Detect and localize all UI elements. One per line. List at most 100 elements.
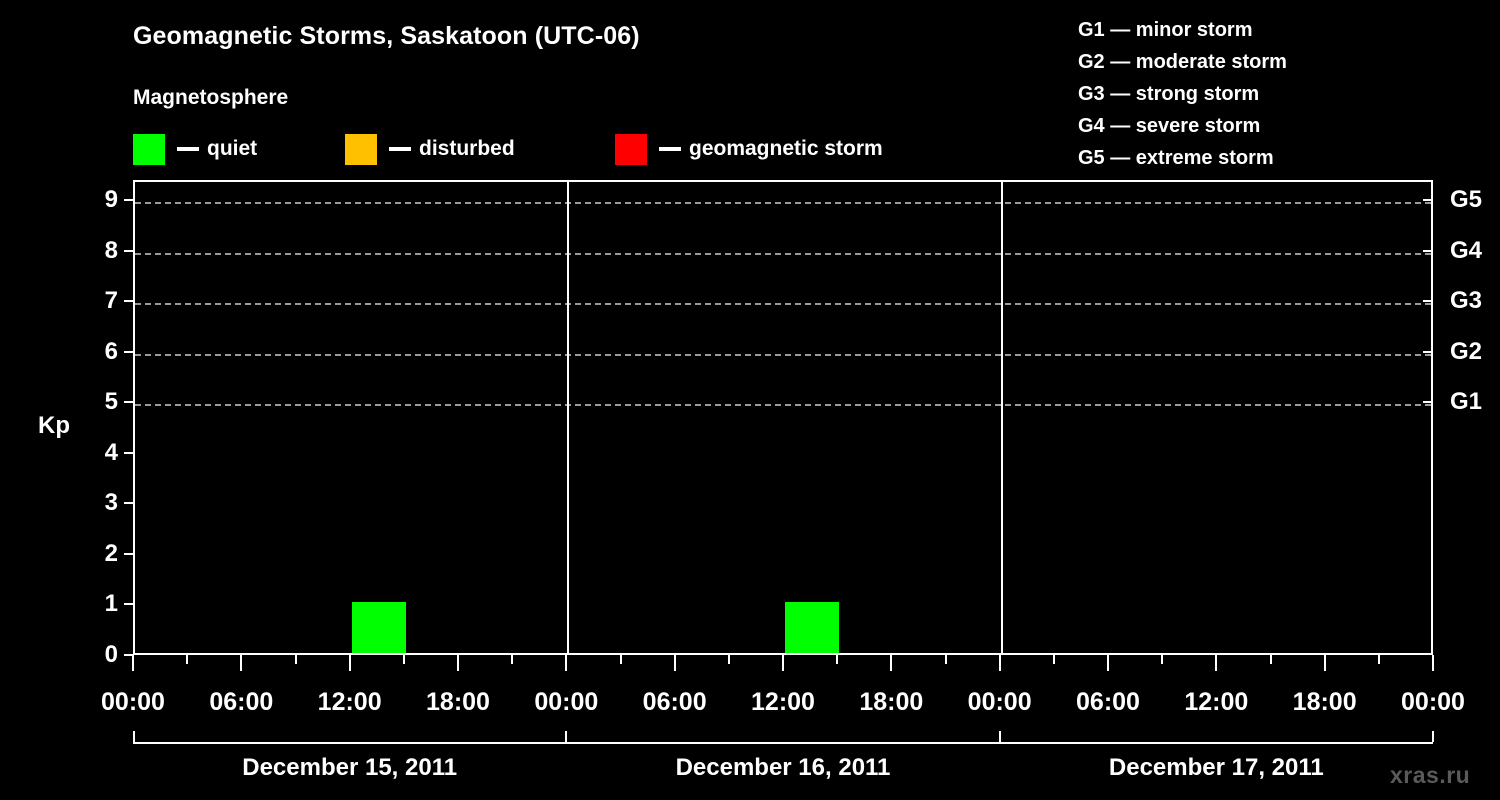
y-tick-label-6: 6 [104,337,118,365]
x-tick-mark-major [240,655,243,671]
x-tick-mark-major [348,655,351,671]
x-tick-label: 12:00 [751,688,815,716]
y-tick-label-0: 0 [104,641,118,668]
watermark: xras.ru [1390,762,1471,788]
x-tick-label: 00:00 [967,688,1032,716]
y-tick-mark [124,451,134,454]
g-scale-line-g2: G2 — moderate storm [1078,51,1287,73]
y-tick-mark [124,199,134,202]
x-tick-mark-major [1323,655,1326,671]
g-scale-line-g5: G5 — extreme storm [1078,147,1274,169]
legend-item-geomagnetic-storm: geomagnetic storm [615,131,883,167]
y-tick-mark [124,401,134,404]
x-tick-mark-minor [727,655,730,664]
legend-dash-icon [389,147,411,151]
x-tick-mark-minor [1052,655,1055,664]
g-scale-legend: G1 — minor storm G2 — moderate storm G3 … [1078,14,1287,174]
gridline-kp-8 [135,252,1431,255]
page-title: Geomagnetic Storms, Saskatoon (UTC-06) [133,22,640,50]
red-square-swatch [615,133,647,165]
x-tick-mark-minor [619,655,622,664]
x-tick-label: 00:00 [534,688,599,716]
series-heading: Magnetosphere [133,86,289,109]
gridline-kp-7 [135,303,1431,306]
y-tick-mark [124,249,134,252]
x-tick-label: 00:00 [1401,688,1465,716]
x-tick-mark-minor [836,655,839,664]
g-scale-line-g1: G1 — minor storm [1078,19,1253,41]
x-tick-mark-major [998,655,1001,671]
x-tick-mark-major [890,655,893,671]
g-tick-mark [1423,350,1433,353]
y-tick-mark [124,603,134,606]
gridline-kp-9 [135,202,1431,205]
x-tick-mark-major [1107,655,1109,671]
g-tick-label-g5: G5 [1450,186,1483,214]
x-tick-label: 12:00 [317,688,382,716]
y-tick-label-9: 9 [104,186,118,214]
x-tick-label: 06:00 [642,688,707,716]
x-tick-mark-major [673,655,676,671]
date-band-separator [998,731,1001,742]
legend-dash-icon [659,147,681,151]
date-band-rule [133,742,1433,744]
y-tick-label-8: 8 [104,236,118,264]
date-band-end-cap [1432,731,1434,742]
y-tick-label-7: 7 [104,287,118,315]
plot-area [133,180,1433,655]
g-tick-mark [1423,401,1433,404]
legend-item-quiet: quiet [133,131,257,167]
x-tick-mark-minor [402,655,405,664]
date-band-separator [565,731,568,742]
y-tick-mark [124,502,134,505]
y-tick-label-1: 1 [104,590,118,618]
y-axis-title: Kp [38,412,70,439]
legend-dash-icon [177,147,199,151]
x-tick-mark-minor [1269,655,1272,664]
x-tick-label: 18:00 [1292,688,1357,716]
g-scale-line-g4: G4 — severe storm [1078,115,1261,137]
x-tick-mark-minor [511,655,514,664]
y-tick-mark [124,300,134,303]
y-tick-mark [124,350,134,353]
orange-square-swatch [345,133,377,165]
legend-item-disturbed: disturbed [345,131,515,167]
bar [351,602,406,653]
x-tick-mark-major [1432,655,1434,671]
x-tick-label: 18:00 [859,688,924,716]
x-tick-mark-major [457,655,459,671]
x-tick-label: 00:00 [101,688,165,716]
x-tick-mark-minor [186,655,189,664]
x-tick-mark-major [132,655,134,671]
y-tick-label-4: 4 [104,438,118,466]
legend-label-quiet: quiet [207,137,258,160]
y-tick-label-2: 2 [104,539,118,567]
date-label: December 16, 2011 [675,754,891,781]
g-scale-line-g3: G3 — strong storm [1078,83,1260,105]
y-tick-label-5: 5 [104,388,118,416]
day-divider [1000,182,1003,653]
date-band-end-cap [133,731,135,742]
x-tick-label: 18:00 [426,688,490,716]
g-tick-mark [1423,300,1433,303]
y-tick-mark [124,552,134,555]
y-tick-label-3: 3 [104,489,118,517]
x-tick-mark-minor [1377,655,1380,664]
g-tick-mark [1423,199,1433,202]
x-tick-mark-minor [1161,655,1164,664]
date-label: December 15, 2011 [242,754,458,781]
x-tick-label: 06:00 [1076,688,1140,716]
x-tick-label: 12:00 [1184,688,1249,716]
g-tick-label-g2: G2 [1450,337,1483,365]
gridline-kp-6 [135,353,1431,356]
legend-label-disturbed: disturbed [419,137,515,160]
legend-label-geomagnetic-storm: geomagnetic storm [689,137,883,160]
x-tick-mark-major [1215,655,1218,671]
g-tick-label-g3: G3 [1450,287,1483,315]
x-tick-mark-minor [944,655,947,664]
x-tick-mark-major [565,655,568,671]
date-label: December 17, 2011 [1108,754,1324,781]
x-tick-mark-major [782,655,784,671]
g-tick-label-g1: G1 [1450,388,1483,416]
